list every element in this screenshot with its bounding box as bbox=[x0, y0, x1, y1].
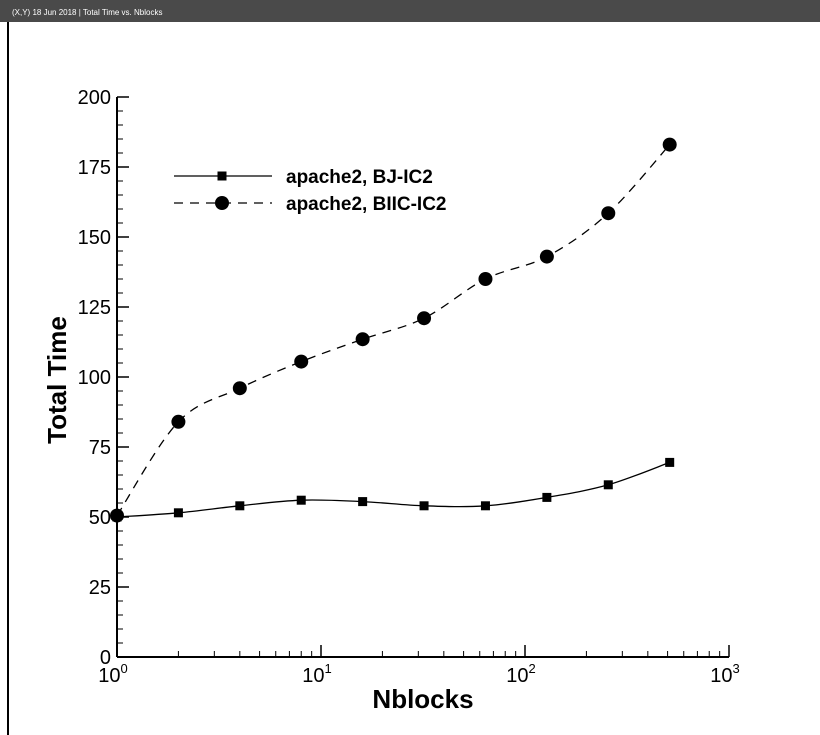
legend-marker-2 bbox=[215, 196, 229, 210]
series-line-1 bbox=[116, 461, 670, 518]
series-1-point bbox=[419, 501, 429, 511]
series-1-point bbox=[665, 457, 675, 467]
y-tick-label: 0 bbox=[100, 647, 111, 669]
series-2-point bbox=[294, 354, 309, 369]
series-2-point bbox=[539, 249, 554, 264]
y-tick-label: 125 bbox=[78, 297, 111, 319]
x-tick-label: 102 bbox=[506, 661, 535, 687]
legend: apache2, BJ-IC2 apache2, BIIC-IC2 bbox=[174, 167, 447, 215]
x-axis-title: Nblocks bbox=[372, 684, 473, 714]
x-tick-label: 100 bbox=[98, 661, 127, 687]
series-layer bbox=[110, 137, 677, 523]
y-axis-title: Total Time bbox=[42, 316, 72, 444]
legend-label-1: apache2, BJ-IC2 bbox=[286, 167, 433, 188]
series-line-2 bbox=[116, 144, 671, 516]
series-2-point bbox=[232, 381, 247, 396]
y-tick-label: 50 bbox=[89, 507, 111, 529]
x-tick-label: 101 bbox=[302, 661, 331, 687]
series-1-point bbox=[542, 492, 552, 502]
legend-marker-1 bbox=[217, 171, 227, 181]
series-1-point bbox=[480, 501, 490, 511]
y-tick-label: 200 bbox=[78, 87, 111, 109]
window-title: (X,Y) 18 Jun 2018 | Total Time vs. Nbloc… bbox=[12, 8, 163, 17]
y-tick-label: 175 bbox=[78, 157, 111, 179]
y-tick-label: 25 bbox=[89, 577, 111, 599]
series-2-point bbox=[110, 508, 124, 523]
series-1-point bbox=[235, 501, 245, 511]
series-2-point bbox=[478, 272, 493, 286]
series-2-point bbox=[417, 311, 432, 326]
y-tick-label: 75 bbox=[89, 437, 111, 459]
series-2-point bbox=[355, 332, 370, 347]
axes: 0 25 50 75 100 125 150 175 200 100 101 102 103 bbox=[78, 87, 740, 687]
x-tick-label: 103 bbox=[710, 661, 739, 687]
series-2-point bbox=[171, 414, 186, 429]
series-2-point bbox=[601, 206, 616, 221]
frame-border bbox=[7, 22, 9, 735]
legend-label-2: apache2, BIIC-IC2 bbox=[286, 194, 447, 215]
series-2-point bbox=[662, 137, 677, 152]
series-1-point bbox=[358, 497, 368, 507]
series-1-point bbox=[173, 508, 183, 518]
series-1-point bbox=[603, 480, 613, 490]
y-tick-label: 150 bbox=[78, 227, 111, 249]
series-1-point bbox=[296, 495, 306, 505]
window-titlebar: (X,Y) 18 Jun 2018 | Total Time vs. Nbloc… bbox=[0, 0, 820, 22]
y-tick-label: 100 bbox=[78, 367, 111, 389]
